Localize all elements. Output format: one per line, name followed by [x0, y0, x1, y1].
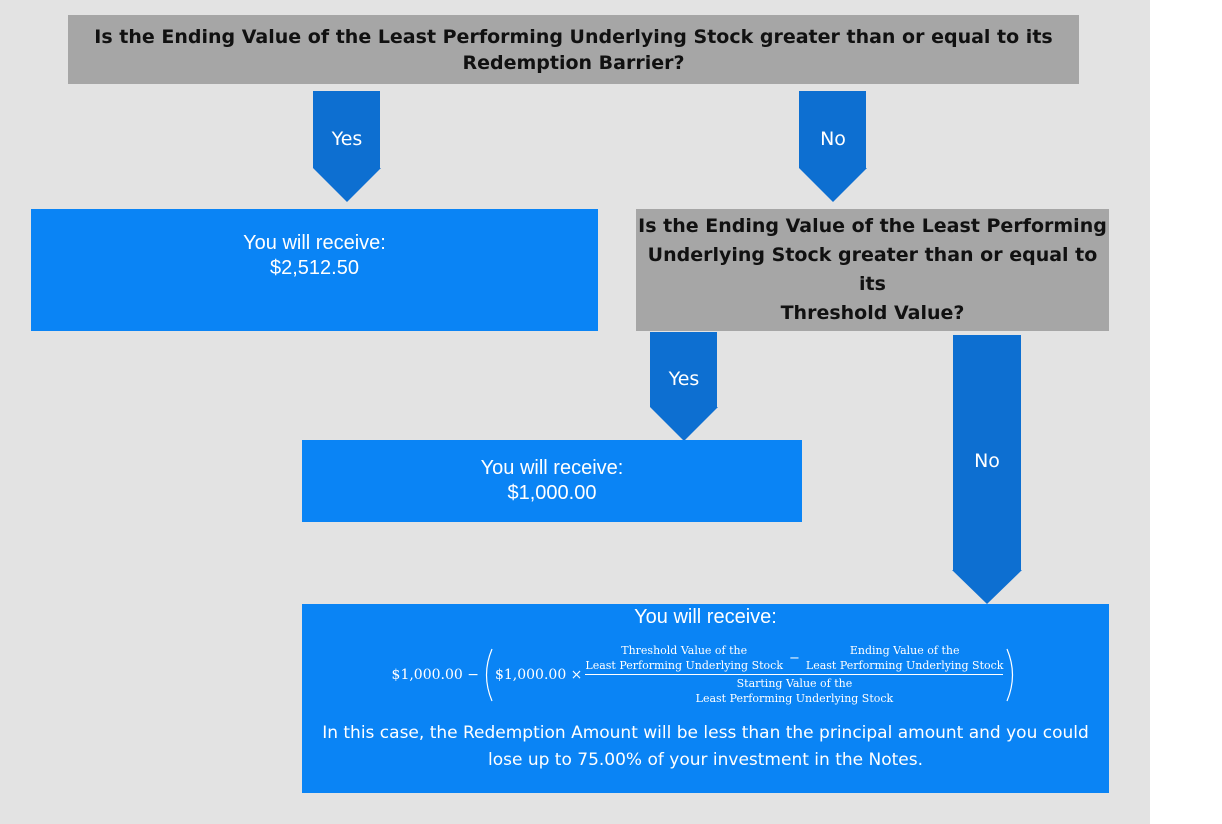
formula-fraction: Threshold Value of the Least Performing …	[585, 643, 1004, 706]
question-2-line-3: Threshold Value?	[780, 302, 965, 324]
question-line-1: Is the Ending Value of the Least Perform…	[94, 25, 1053, 48]
numerator-ending-term: Ending Value of the Least Performing Und…	[806, 643, 1004, 673]
result-2-label: You will receive:	[480, 457, 624, 479]
result-box-2: You will receive: $1,000.00	[302, 440, 802, 522]
no-label-2: No	[974, 450, 1000, 472]
fraction-numerator: Threshold Value of the Least Performing …	[585, 643, 1004, 675]
no-arrow-2	[952, 335, 1022, 604]
yes-arrow-2	[650, 332, 718, 441]
result-1-amount: $2,512.50	[270, 257, 359, 279]
yes-arrow-1	[313, 91, 381, 202]
result-1-label: You will receive:	[243, 232, 386, 254]
loss-note-line-1: In this case, the Redemption Amount will…	[322, 723, 1089, 743]
question-redemption-barrier: Is the Ending Value of the Least Perform…	[68, 15, 1079, 84]
formula-lead: $1,000.00 −	[391, 666, 479, 683]
yes-label-1: Yes	[331, 128, 363, 150]
fraction-denominator: Starting Value of the Least Performing U…	[696, 675, 894, 706]
question-2-line-1: Is the Ending Value of the Least Perform…	[638, 215, 1107, 237]
question-2-line-2: Underlying Stock greater than or equal t…	[647, 244, 1098, 295]
numerator-threshold-term: Threshold Value of the Least Performing …	[585, 643, 783, 673]
right-paren	[1006, 648, 1014, 701]
numerator-minus: −	[788, 650, 800, 666]
diagram-canvas: Is the Ending Value of the Least Perform…	[0, 0, 1150, 824]
result-2-amount: $1,000.00	[507, 482, 597, 504]
ending-term-line-1: Ending Value of the	[849, 644, 960, 657]
no-arrow-1	[799, 91, 867, 202]
loss-note-line-2: lose up to 75.00% of your investment in …	[487, 750, 924, 770]
yes-label-2: Yes	[668, 368, 700, 390]
denominator-line-2: Least Performing Underlying Stock	[695, 692, 894, 705]
ending-term-line-2: Least Performing Underlying Stock	[805, 659, 1004, 672]
result-box-3: You will receive: $1,000.00 − $1,000.00 …	[302, 604, 1109, 793]
threshold-term-line-1: Threshold Value of the	[621, 644, 748, 657]
result-box-1: You will receive: $2,512.50	[31, 209, 598, 331]
payout-formula: $1,000.00 − $1,000.00 × Threshold Value …	[392, 643, 1020, 706]
no-label-1: No	[820, 128, 846, 150]
denominator-line-1: Starting Value of the	[736, 677, 853, 690]
left-paren	[485, 648, 493, 701]
question-line-2: Redemption Barrier?	[462, 51, 685, 74]
result-3-label: You will receive:	[634, 606, 777, 628]
threshold-term-line-2: Least Performing Underlying Stock	[585, 659, 783, 672]
loss-note: In this case, the Redemption Amount will…	[322, 720, 1089, 774]
formula-principal: $1,000.00 ×	[494, 666, 583, 683]
question-threshold-value: Is the Ending Value of the Least Perform…	[636, 209, 1109, 331]
